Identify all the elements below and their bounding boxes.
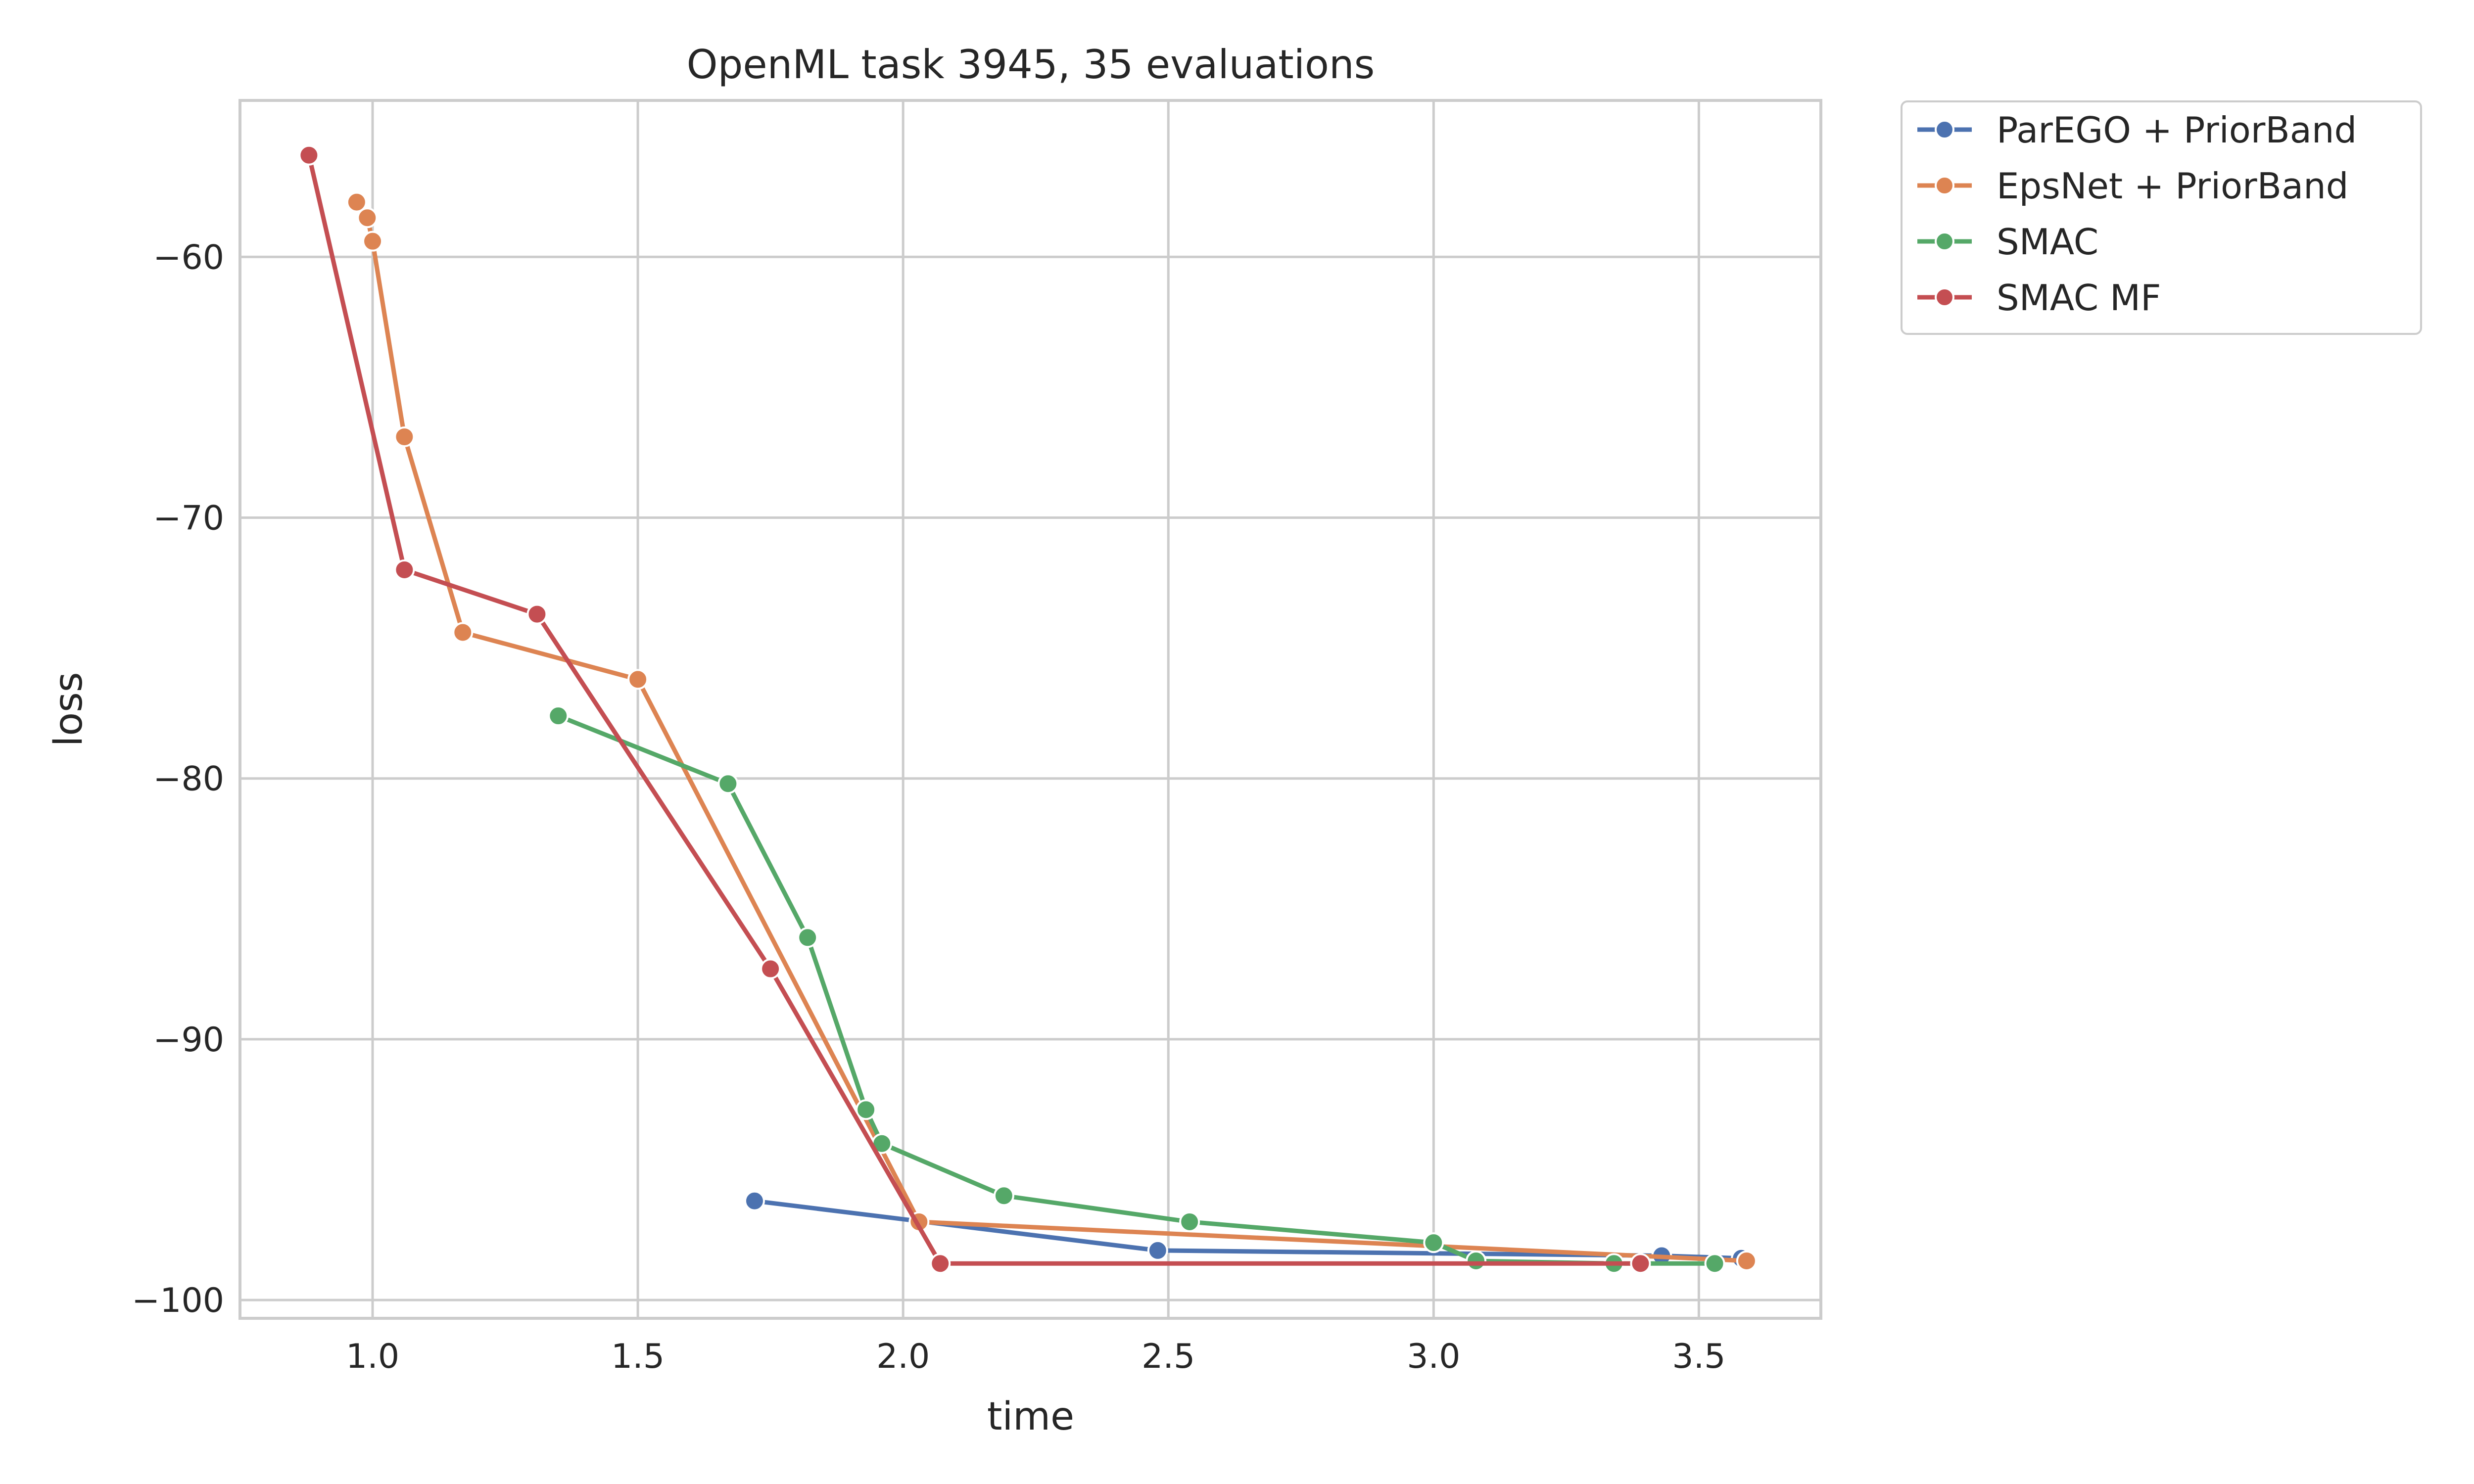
- legend-item: SMAC: [1917, 221, 2098, 263]
- data-point: [1179, 1211, 1200, 1232]
- data-point: [1704, 1253, 1725, 1274]
- legend-marker: [1935, 232, 1954, 251]
- x-tick-label: 2.5: [1142, 1337, 1195, 1376]
- data-point: [452, 622, 474, 643]
- data-point: [357, 207, 378, 229]
- x-tick-label: 3.0: [1407, 1337, 1460, 1376]
- x-axis-ticks: 1.0 1.5 2.0 2.5 3.0 3.5: [346, 1337, 1726, 1376]
- x-tick-label: 1.5: [611, 1337, 665, 1376]
- grid: [240, 100, 1821, 1318]
- legend: ParEGO + PriorBand EpsNet + PriorBand SMAC…: [1901, 100, 2422, 335]
- legend-item: SMAC MF: [1917, 277, 2161, 319]
- data-point: [797, 927, 818, 948]
- legend-marker: [1935, 120, 1954, 139]
- legend-label: ParEGO + PriorBand: [1997, 109, 2357, 151]
- data-point: [1466, 1251, 1487, 1272]
- plot-series: [298, 144, 1757, 1274]
- series-1: [346, 191, 1757, 1272]
- y-tick-label: −60: [153, 238, 224, 277]
- data-point: [717, 773, 739, 794]
- data-point: [930, 1253, 951, 1274]
- data-point: [394, 426, 415, 448]
- legend-item: ParEGO + PriorBand: [1917, 109, 2357, 151]
- data-point: [856, 1099, 877, 1120]
- x-tick-label: 2.0: [876, 1337, 930, 1376]
- y-axis-ticks: −60 −70 −80 −90 −100: [132, 238, 224, 1320]
- data-point: [1147, 1240, 1168, 1261]
- legend-label: SMAC MF: [1997, 277, 2161, 319]
- data-point: [1736, 1251, 1757, 1272]
- series-line: [306, 153, 1643, 1266]
- legend-item: EpsNet + PriorBand: [1917, 165, 2348, 207]
- data-point: [744, 1190, 765, 1211]
- x-tick-label: 1.0: [346, 1337, 399, 1376]
- data-point: [993, 1185, 1014, 1206]
- x-axis-label: time: [987, 1394, 1074, 1439]
- x-tick-label: 3.5: [1672, 1337, 1725, 1376]
- data-point: [526, 603, 548, 625]
- data-point: [298, 144, 320, 166]
- data-point: [362, 231, 383, 252]
- data-point: [627, 669, 649, 690]
- data-point: [1423, 1232, 1444, 1253]
- series-3: [298, 144, 1651, 1274]
- series-2: [548, 705, 1725, 1274]
- legend-marker: [1935, 176, 1954, 195]
- legend-label: SMAC: [1997, 221, 2098, 263]
- data-point: [394, 559, 415, 580]
- y-axis-label: loss: [47, 672, 91, 747]
- legend-label: EpsNet + PriorBand: [1997, 165, 2348, 207]
- y-tick-label: −80: [153, 760, 224, 799]
- series-0: [744, 1190, 1752, 1269]
- series-line: [556, 713, 1717, 1266]
- data-point: [760, 958, 781, 979]
- chart-title: OpenML task 3945, 35 evaluations: [687, 42, 1375, 88]
- y-tick-label: −70: [153, 499, 224, 538]
- y-tick-label: −100: [132, 1281, 224, 1320]
- legend-box: [1901, 100, 2422, 335]
- data-point: [548, 705, 569, 727]
- series-line: [354, 200, 1749, 1263]
- plot-frame: [238, 99, 1822, 1320]
- legend-marker: [1935, 287, 1954, 307]
- y-tick-label: −90: [153, 1020, 224, 1060]
- data-point: [346, 191, 367, 213]
- data-point: [1630, 1253, 1651, 1274]
